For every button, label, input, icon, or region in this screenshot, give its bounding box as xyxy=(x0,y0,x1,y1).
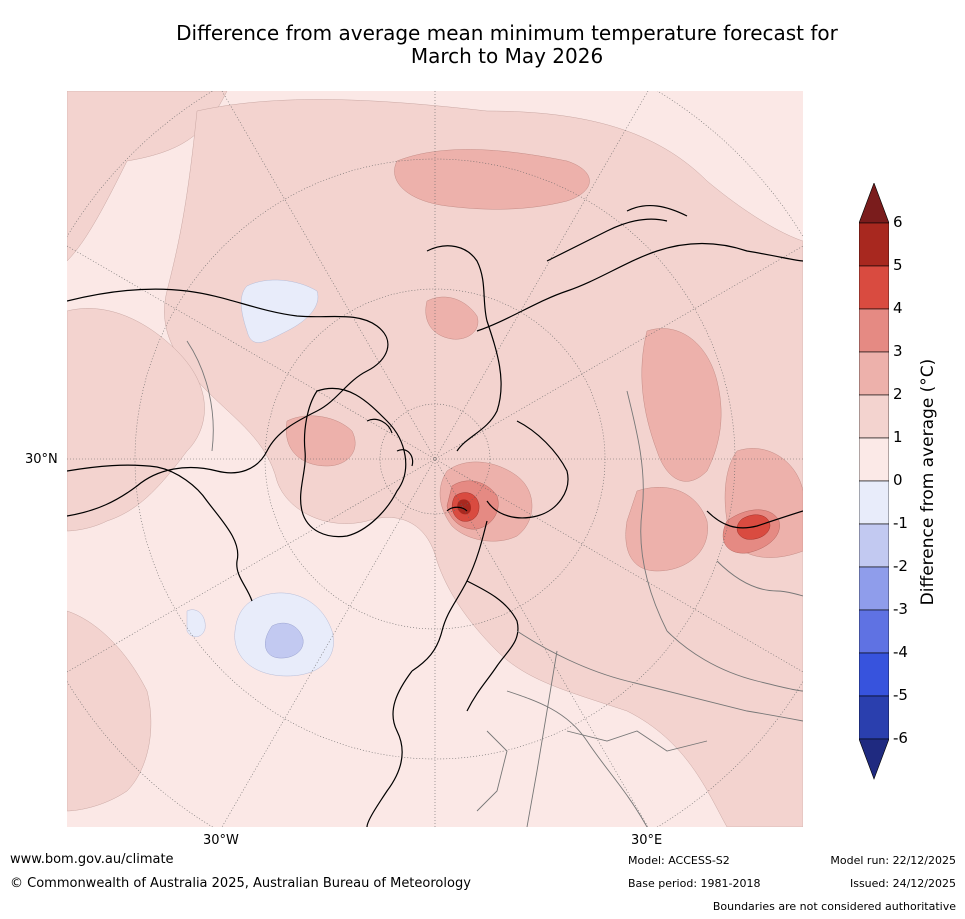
anomaly-1to2-region xyxy=(67,610,152,812)
colorbar-extend-bottom xyxy=(859,738,889,780)
colorbar-segment xyxy=(859,523,889,568)
colorbar-title: Difference from average (°C) xyxy=(918,358,938,606)
anomaly-minus1tominus2-region xyxy=(265,622,304,659)
colorbar-segment xyxy=(859,308,889,353)
colorbar-segment xyxy=(859,222,889,267)
colorbar-tick-label: 0 xyxy=(893,471,903,489)
lat-label-30n: 30°N xyxy=(25,452,58,467)
anomaly-2to3-region xyxy=(625,487,708,572)
base-period-text: Base period: 1981-2018 xyxy=(628,877,761,890)
colorbar-tick-label: -6 xyxy=(893,729,908,747)
colorbar-tick-label: 2 xyxy=(893,385,903,403)
colorbar-segment xyxy=(859,351,889,396)
anomaly-0tominus1-region xyxy=(186,609,206,637)
copyright-text: © Commonwealth of Australia 2025, Austra… xyxy=(10,876,471,891)
colorbar-segment xyxy=(859,566,889,611)
colorbar-tick-label: -5 xyxy=(893,686,908,704)
colorbar-segment xyxy=(859,394,889,439)
colorbar-extend-top xyxy=(859,183,889,224)
colorbar-segment xyxy=(859,652,889,697)
model-text: Model: ACCESS-S2 xyxy=(628,854,730,867)
colorbar-tick-label: -1 xyxy=(893,514,908,532)
graticule xyxy=(67,91,803,827)
anomaly-2to3-region xyxy=(394,149,590,210)
lon-label-30w: 30°W xyxy=(203,833,239,848)
anomaly-2to3-region xyxy=(285,415,356,467)
colorbar-segment xyxy=(859,437,889,482)
colorbar-tick-label: 3 xyxy=(893,342,903,360)
model-run-text: Model run: 22/12/2025 xyxy=(830,854,956,867)
polar-map xyxy=(67,91,803,827)
colorbar-segment xyxy=(859,609,889,654)
colorbar-tick-label: 4 xyxy=(893,299,903,317)
anomaly-2to3-region xyxy=(641,328,722,482)
colorbar-tick-label: 5 xyxy=(893,256,903,274)
coastlines xyxy=(67,205,803,827)
colorbar-tick-label: -2 xyxy=(893,557,908,575)
title-line-2: March to May 2026 xyxy=(410,44,604,68)
anomaly-1to2-region xyxy=(67,308,205,532)
colorbar-segment xyxy=(859,695,889,740)
map-svg xyxy=(67,91,803,827)
anomaly-2to3-region xyxy=(425,296,479,340)
colorbar-tick-label: -4 xyxy=(893,643,908,661)
colorbar-segment xyxy=(859,480,889,525)
issued-text: Issued: 24/12/2025 xyxy=(849,877,956,890)
colorbar xyxy=(859,183,889,780)
lon-label-30e: 30°E xyxy=(631,833,663,848)
colorbar-tick-label: -3 xyxy=(893,600,908,618)
disclaimer-text: Boundaries are not considered authoritat… xyxy=(712,900,956,913)
colorbar-segment xyxy=(859,265,889,310)
website-link[interactable]: www.bom.gov.au/climate xyxy=(10,852,174,867)
map-title: Difference from average mean minimum tem… xyxy=(0,22,965,68)
title-line-1: Difference from average mean minimum tem… xyxy=(176,21,838,45)
colorbar-tick-label: 1 xyxy=(893,428,903,446)
country-boundaries xyxy=(186,340,803,827)
colorbar-tick-label: 6 xyxy=(893,213,903,231)
anomaly-0tominus1-region xyxy=(241,279,319,343)
